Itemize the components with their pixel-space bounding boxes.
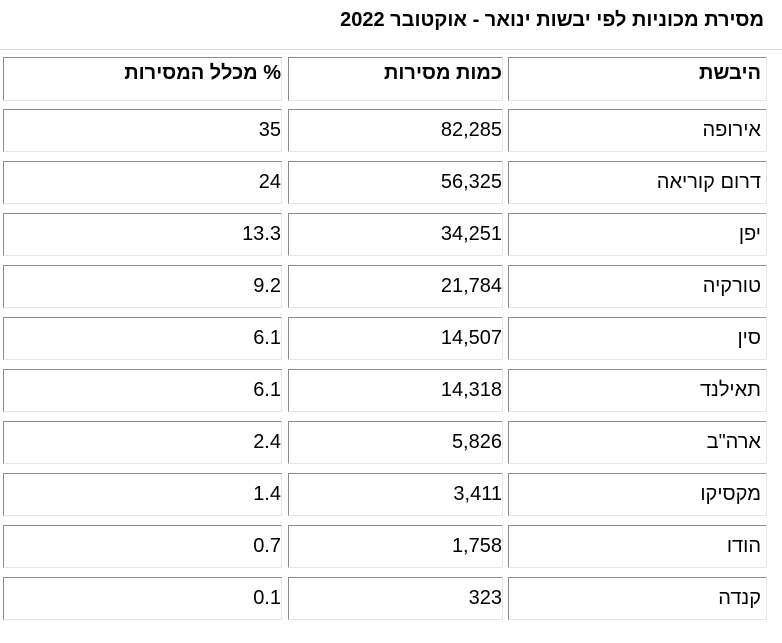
- delivery-count-cell: 14,507: [288, 317, 503, 360]
- delivery-count-cell: 1,758: [288, 525, 503, 568]
- continent-cell: הודו: [508, 525, 767, 568]
- delivery-count-cell: 14,318: [288, 369, 503, 412]
- title-divider: [0, 49, 782, 50]
- page-title: מסירת מכוניות לפי יבשות ינואר - אוקטובר …: [340, 9, 764, 31]
- deliveries-table: היבשת כמות מסירות % מכלל המסירות אירופה …: [3, 57, 768, 629]
- continent-cell: קנדה: [508, 577, 767, 620]
- delivery-count-cell: 82,285: [288, 109, 503, 152]
- delivery-count-cell: 3,411: [288, 473, 503, 516]
- percent-cell: 0.1: [3, 577, 282, 620]
- table-row: מקסיקו 3,411 1.4: [3, 473, 768, 516]
- delivery-count-cell: 323: [288, 577, 503, 620]
- table-row: אירופה 82,285 35: [3, 109, 768, 152]
- table-header-row: היבשת כמות מסירות % מכלל המסירות: [3, 57, 768, 101]
- table-row: טורקיה 21,784 9.2: [3, 265, 768, 308]
- percent-cell: 13.3: [3, 213, 282, 256]
- table-row: הודו 1,758 0.7: [3, 525, 768, 568]
- percent-cell: 6.1: [3, 317, 282, 360]
- percent-cell: 9.2: [3, 265, 282, 308]
- percent-cell: 0.7: [3, 525, 282, 568]
- table-row: סין 14,507 6.1: [3, 317, 768, 360]
- table-row: תאילנד 14,318 6.1: [3, 369, 768, 412]
- delivery-count-cell: 5,826: [288, 421, 503, 464]
- header-delivery-count: כמות מסירות: [288, 57, 503, 101]
- continent-cell: סין: [508, 317, 767, 360]
- continent-cell: דרום קוריאה: [508, 161, 767, 204]
- delivery-count-cell: 34,251: [288, 213, 503, 256]
- percent-cell: 1.4: [3, 473, 282, 516]
- continent-cell: תאילנד: [508, 369, 767, 412]
- table-row: ארה"ב 5,826 2.4: [3, 421, 768, 464]
- continent-cell: יפן: [508, 213, 767, 256]
- header-percent-of-total: % מכלל המסירות: [3, 57, 282, 101]
- continent-cell: מקסיקו: [508, 473, 767, 516]
- table-row: קנדה 323 0.1: [3, 577, 768, 620]
- delivery-count-cell: 56,325: [288, 161, 503, 204]
- percent-cell: 35: [3, 109, 282, 152]
- header-continent: היבשת: [508, 57, 767, 101]
- percent-cell: 2.4: [3, 421, 282, 464]
- percent-cell: 24: [3, 161, 282, 204]
- continent-cell: אירופה: [508, 109, 767, 152]
- continent-cell: טורקיה: [508, 265, 767, 308]
- table-row: יפן 34,251 13.3: [3, 213, 768, 256]
- table-row: דרום קוריאה 56,325 24: [3, 161, 768, 204]
- delivery-count-cell: 21,784: [288, 265, 503, 308]
- continent-cell: ארה"ב: [508, 421, 767, 464]
- percent-cell: 6.1: [3, 369, 282, 412]
